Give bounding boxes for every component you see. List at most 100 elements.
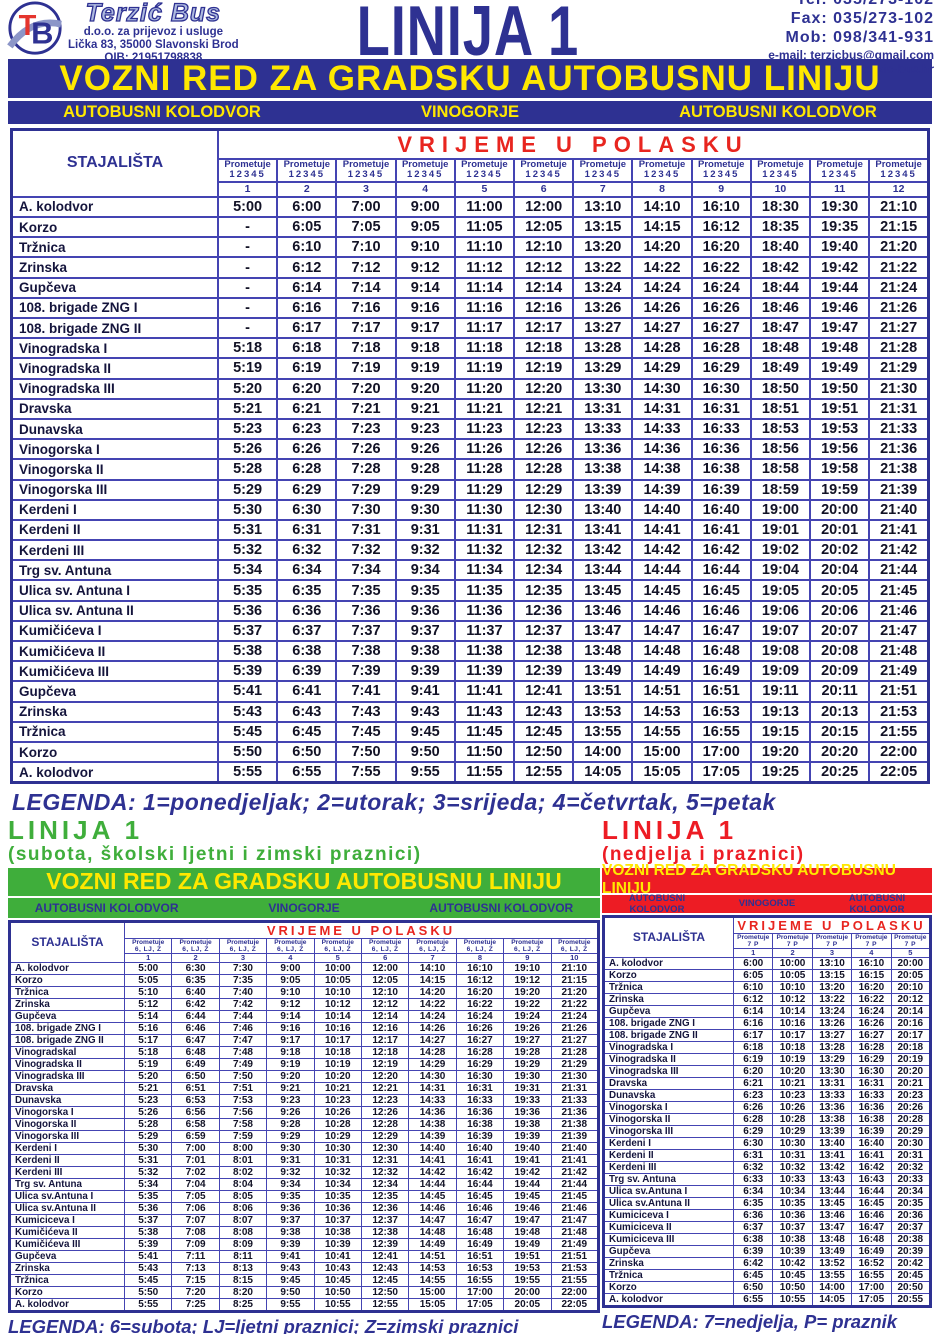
stop-name: Dravska — [9, 1082, 125, 1095]
stop-name: Zrinska — [9, 998, 125, 1011]
departure-time: 10:42 — [772, 1257, 813, 1270]
departure-time: 13:42 — [811, 1161, 853, 1174]
departure-time: 10:20 — [313, 1070, 362, 1083]
service-label: Prometuje — [816, 159, 863, 170]
departure-time: 5:20 — [123, 1070, 173, 1083]
departure-time: 21:39 — [550, 1130, 600, 1143]
stop-name: Tržnica — [10, 236, 219, 259]
departure-time: 7:42 — [218, 998, 268, 1011]
departure-time: 16:22 — [851, 993, 892, 1006]
departure-time: 5:28 — [216, 458, 279, 481]
departure-time: 14:30 — [408, 1070, 457, 1083]
timetable-row: Vinogorska II 5:28 6:28 7:28 9:28 11:28 12:28 1… — [10, 458, 930, 481]
departure-time: 5:45 — [123, 1274, 173, 1287]
departure-time: 13:38 — [572, 458, 634, 481]
departure-number: 6 — [360, 953, 410, 963]
departure-time: 14:24 — [631, 276, 693, 299]
departure-time: 19:58 — [809, 458, 871, 481]
route-end: AUTOBUSNI KOLODVOR — [429, 900, 574, 915]
timetable-row: Dunavska 5:23 6:23 7:23 9:23 11:23 12:23 13:33 1… — [10, 417, 930, 441]
departure-time: 20:23 — [890, 1089, 932, 1102]
departure-time: 7:09 — [171, 1238, 220, 1251]
stops-column-header: STAJALIŠTA — [9, 920, 125, 963]
departure-time: 10:14 — [772, 1005, 813, 1018]
departure-time: 14:31 — [631, 397, 693, 420]
departure-time: 13:39 — [811, 1125, 853, 1138]
departure-time: 12:18 — [513, 337, 575, 360]
departure-time: 13:26 — [811, 1017, 853, 1030]
stop-name: Gupčeva — [603, 1245, 734, 1258]
departure-time: 16:22 — [690, 256, 752, 279]
service-days-header: Prometuje 7 P — [772, 932, 813, 949]
stop-name: Dravska — [603, 1077, 734, 1090]
departure-time: 16:22 — [455, 998, 505, 1011]
service-label: Prometuje — [321, 938, 354, 946]
departure-time: 6:33 — [732, 1173, 774, 1186]
departure-number: 6 — [513, 180, 575, 198]
stop-name: Kumičićeva II — [10, 639, 219, 663]
departure-time: 20:09 — [809, 660, 871, 683]
stop-name: Tržnica — [10, 720, 219, 743]
stops-column-header: STAJALIŠTA — [603, 915, 734, 958]
departure-time: 13:33 — [811, 1089, 853, 1102]
route-middle: VINOGORJE — [268, 900, 340, 915]
departure-time: 19:51 — [503, 1250, 552, 1263]
departure-time: 11:31 — [453, 518, 516, 542]
saturday-timetable: STAJALIŠTA VRIJEME U POLASKU Prometuje 6, L… — [8, 919, 600, 1313]
stop-name: Vinogorska III — [9, 1130, 125, 1143]
departure-time: 7:25 — [171, 1298, 220, 1312]
departure-time: 16:47 — [455, 1214, 505, 1227]
departure-time: 14:46 — [408, 1202, 457, 1215]
departure-time: 21:33 — [550, 1094, 600, 1107]
departure-time: 18:40 — [749, 236, 812, 259]
departure-time: 10:38 — [772, 1233, 813, 1246]
service-label: Prometuje — [855, 933, 888, 941]
departure-time: 14:22 — [408, 998, 457, 1011]
departure-time: 19:49 — [809, 357, 871, 380]
departure-time: 9:45 — [266, 1274, 315, 1287]
departure-time: 19:31 — [503, 1082, 552, 1095]
departure-time: 12:10 — [513, 236, 575, 259]
stop-name: Dravska — [10, 397, 219, 420]
departure-time: 6:43 — [276, 700, 338, 723]
sunday-subtitle: (nedjelja i praznici) — [602, 843, 805, 865]
departure-number: 11 — [809, 180, 871, 198]
sunday-banner: VOZNI RED ZA GRADSKU AUTOBUSNU LINIJU — [602, 862, 932, 897]
saturday-section: LINIJA 1 (subota, školski ljetni i zimsk… — [8, 817, 600, 1334]
departure-time: 19:46 — [809, 296, 871, 320]
stop-name: Gupčeva — [603, 1005, 734, 1018]
departure-time: 6:46 — [171, 1022, 220, 1035]
timetable-row: Gupčeva 5:41 7:11 8:11 9:41 10:41 12:41 14:51 16… — [9, 1250, 600, 1263]
departure-time: 10:35 — [772, 1197, 813, 1210]
service-days-header: Prometuje 12345 — [631, 158, 693, 183]
departure-time: 9:50 — [394, 740, 456, 764]
departure-number: 3 — [335, 180, 397, 198]
stop-name: Vinogorska II — [9, 1118, 125, 1131]
departure-time: 20:07 — [809, 619, 871, 643]
departure-time: 9:00 — [394, 195, 456, 219]
service-label: Prometuje — [558, 938, 591, 946]
departure-time: 9:14 — [266, 1010, 315, 1023]
departure-time: 16:48 — [851, 1233, 892, 1246]
departure-time: 14:20 — [408, 986, 457, 999]
departure-time: 20:01 — [809, 518, 871, 542]
departure-time: 11:20 — [453, 377, 516, 400]
departure-time: 16:53 — [690, 700, 752, 723]
departure-number: 4 — [266, 953, 315, 963]
departure-time: 16:48 — [690, 639, 752, 663]
departure-time: 5:23 — [123, 1094, 173, 1107]
departure-time: 19:20 — [749, 740, 812, 764]
departure-time: 18:58 — [749, 458, 812, 481]
departure-time: 9:35 — [394, 579, 456, 602]
departure-time: 5:30 — [216, 498, 279, 521]
departure-time: 11:05 — [453, 216, 516, 239]
departure-time: 14:46 — [631, 599, 693, 622]
stop-name: Zrinska — [603, 1257, 734, 1270]
departure-time: 19:08 — [749, 639, 812, 663]
departure-time: 14:24 — [408, 1010, 457, 1023]
service-days: 6, LJ, Z — [419, 945, 446, 953]
departure-time: 16:53 — [455, 1262, 505, 1275]
service-label: Prometuje — [283, 159, 331, 170]
departure-time: 9:21 — [394, 397, 456, 420]
